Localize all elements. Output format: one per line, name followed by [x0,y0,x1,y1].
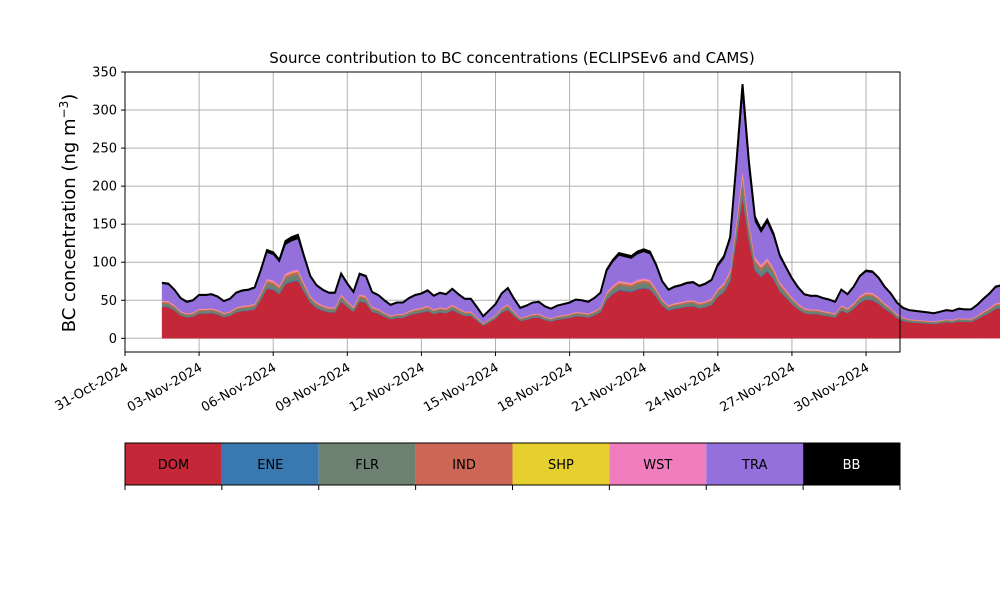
legend-label-ind: IND [452,458,476,473]
legend-swatch-shp [512,443,610,485]
y-tick-label: 300 [92,104,117,119]
y-tick-label: 150 [92,218,117,233]
y-tick-label: 100 [92,256,117,271]
total-line [161,84,1000,318]
y-tick-label: 0 [109,332,117,347]
legend-colorbar: DOM ENE FLR IND SHP WST TRA BB [124,442,901,490]
legend-swatch-ene [221,443,319,485]
plot-frame [124,71,901,353]
legend-swatch-flr [318,443,416,485]
legend-swatch-ind [415,443,513,485]
y-axis-label: BC concentration (ng m−3) [57,94,80,333]
chart-title: Source contribution to BC concentrations… [269,49,754,67]
legend-label-dom: DOM [158,458,189,473]
legend-swatch-dom [125,443,222,485]
y-tick-label: 350 [92,66,117,81]
legend-swatch-bb [803,443,900,485]
legend-label-flr: FLR [355,458,379,473]
legend-label-wst: WST [643,458,672,473]
y-tick-label: 200 [92,180,117,195]
legend-label-bb: BB [843,458,861,473]
legend-label-shp: SHP [548,458,574,473]
legend-label-tra: TRA [741,458,767,473]
legend-swatch-tra [706,443,804,485]
legend-label-ene: ENE [257,458,283,473]
y-tick-label: 250 [92,142,117,157]
y-tick-label: 50 [100,294,117,309]
legend-swatch-wst [609,443,707,485]
stacked-areas [161,84,1000,339]
